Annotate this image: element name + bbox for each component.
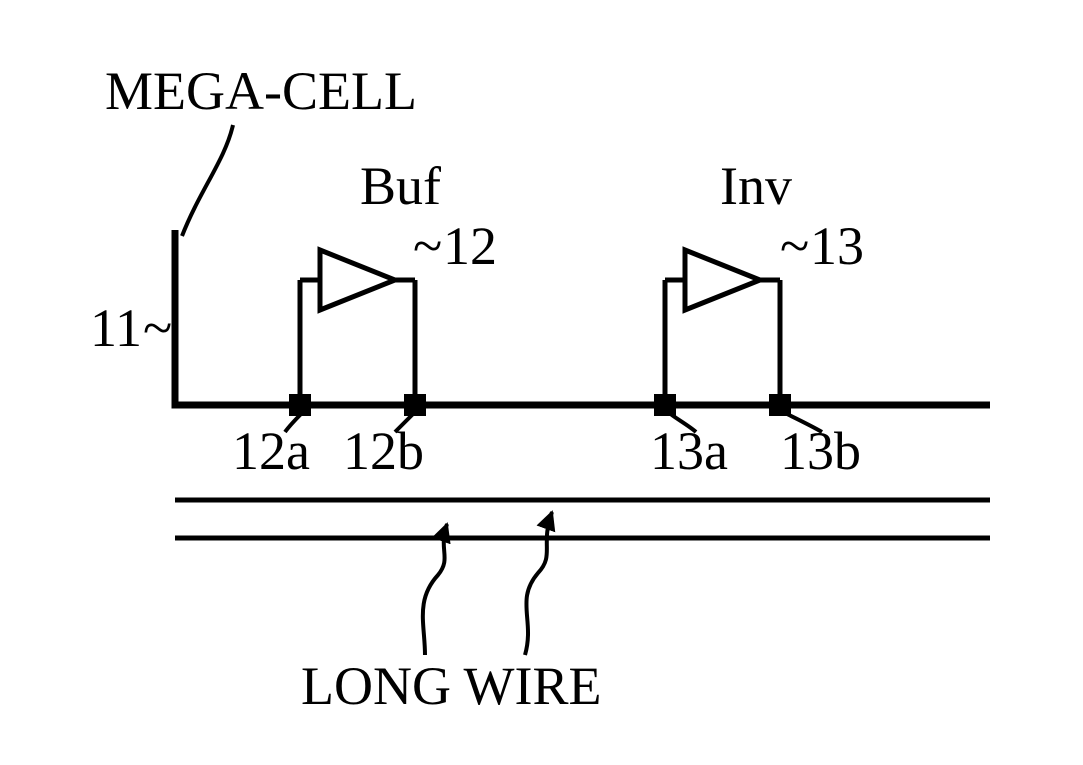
diagram-canvas: MEGA-CELL Buf Inv ~ 12 ~ 13 11 ~ 12a 12b…: [0, 0, 1083, 765]
buf-gate: [289, 250, 426, 416]
inv-gate: [654, 250, 791, 416]
leader-longwire-left: [423, 524, 447, 655]
leader-13b: [783, 412, 822, 432]
tap-13a: [654, 394, 676, 416]
leader-13a: [668, 412, 696, 432]
leader-megacell: [182, 125, 233, 236]
leader-longwire-right: [525, 512, 552, 655]
long-wires: [175, 500, 990, 538]
inverter-triangle-icon: [685, 250, 760, 310]
buffer-triangle-icon: [320, 250, 395, 310]
diagram-svg: [0, 0, 1083, 765]
megacell-border: [172, 230, 991, 405]
